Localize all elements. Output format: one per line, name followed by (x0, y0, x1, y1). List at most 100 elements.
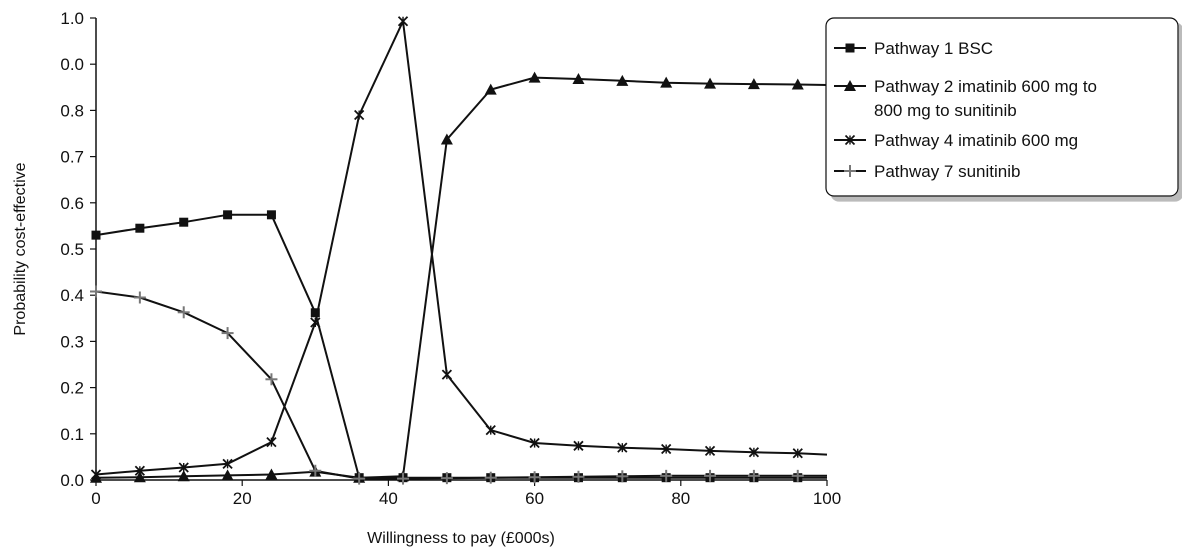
data-point (704, 469, 717, 482)
data-point (441, 369, 453, 380)
data-point (397, 472, 410, 485)
data-point (660, 76, 673, 88)
data-point (485, 424, 496, 436)
y-ticks: 0.0 0.1 0.2 0.3 0.4 0.5 0.6 0.7 0.8 0.0 1.0 (60, 9, 96, 490)
series-4 (90, 285, 827, 485)
legend-item: Pathway 7 sunitinib (834, 162, 1020, 181)
data-point (90, 469, 102, 480)
data-point (528, 471, 541, 484)
data-point (704, 445, 716, 457)
data-point (310, 308, 320, 318)
x-tick-label: 0 (91, 489, 100, 508)
data-point (179, 217, 189, 227)
data-point (90, 285, 102, 298)
series-line (95, 20, 828, 476)
legend-label: Pathway 7 sunitinib (874, 162, 1020, 181)
plot-area (90, 16, 828, 485)
data-point (616, 470, 629, 483)
legend-item: Pathway 4 imatinib 600 mg (834, 131, 1078, 150)
data-point (661, 443, 672, 455)
data-point (223, 210, 233, 220)
data-point (265, 468, 278, 480)
data-point (528, 71, 541, 83)
data-point (221, 469, 234, 481)
data-point (616, 74, 629, 86)
legend-marker (844, 134, 856, 146)
data-point (353, 472, 366, 485)
data-point (791, 469, 804, 482)
x-tick-label: 20 (233, 489, 252, 508)
series-line (95, 290, 827, 480)
series-2 (90, 71, 828, 483)
data-point (133, 291, 146, 304)
data-point (397, 16, 409, 27)
y-tick-label: 0.6 (60, 194, 84, 213)
data-point (440, 472, 453, 485)
y-tick-label: 0.0 (60, 471, 84, 490)
data-point (484, 471, 497, 484)
y-tick-label: 0.4 (60, 286, 84, 305)
legend-marker (844, 80, 856, 91)
data-point (221, 327, 234, 340)
data-point (440, 133, 453, 145)
data-point (135, 223, 145, 233)
y-tick-label: 0.5 (60, 240, 84, 259)
legend-label: 800 mg to sunitinib (874, 101, 1017, 120)
series-line (95, 213, 827, 479)
data-point (660, 469, 673, 482)
data-point (747, 469, 760, 482)
series-3 (90, 16, 828, 480)
legend-marker (844, 165, 856, 177)
data-point (617, 442, 628, 453)
legend: Pathway 1 BSC Pathway 2 imatinib 600 mg t… (825, 17, 1179, 197)
legend-marker (845, 43, 855, 53)
x-tick-label: 80 (671, 489, 690, 508)
data-point (704, 77, 717, 89)
data-point (747, 78, 760, 90)
data-point (572, 470, 585, 483)
data-point (265, 373, 278, 386)
y-tick-label: 0.0 (60, 55, 84, 74)
data-point (354, 109, 365, 121)
legend-item: Pathway 2 imatinib 600 mg to 800 mg to su… (834, 77, 1097, 120)
legend-label: Pathway 1 BSC (874, 39, 993, 58)
data-point (177, 470, 190, 482)
data-point (178, 462, 189, 473)
data-point (573, 440, 584, 451)
data-point (177, 306, 190, 319)
series-1 (91, 210, 827, 483)
x-tick-label: 40 (379, 489, 398, 508)
legend-label: Pathway 4 imatinib 600 mg (874, 131, 1078, 150)
data-point (748, 447, 760, 458)
data-point (484, 83, 497, 95)
data-point (529, 437, 540, 449)
x-tick-label: 60 (525, 489, 544, 508)
x-axis-label: Willingness to pay (£000s) (367, 530, 555, 547)
x-ticks: 0 20 40 60 80 100 (91, 480, 841, 508)
legend-label: Pathway 2 imatinib 600 mg to (874, 77, 1097, 96)
y-tick-label: 1.0 (60, 9, 84, 28)
data-point (134, 465, 145, 476)
data-point (266, 210, 276, 220)
data-point (91, 230, 101, 240)
series-line (95, 76, 828, 479)
data-point (791, 78, 804, 90)
data-point (266, 436, 277, 448)
data-point (309, 464, 322, 477)
data-point (792, 448, 803, 459)
data-point (133, 471, 146, 483)
data-point (222, 458, 233, 469)
y-axis-label: Probability cost-effective (12, 162, 29, 335)
axes (95, 18, 827, 481)
legend-item: Pathway 1 BSC (834, 39, 993, 58)
y-tick-label: 0.2 (60, 379, 84, 398)
x-tick-label: 100 (813, 489, 841, 508)
y-tick-label: 0.7 (60, 148, 84, 167)
legend-box (825, 17, 1179, 197)
y-tick-label: 0.1 (60, 425, 84, 444)
y-tick-label: 0.3 (60, 332, 84, 351)
data-point (572, 72, 585, 84)
y-tick-label: 0.8 (60, 101, 84, 120)
